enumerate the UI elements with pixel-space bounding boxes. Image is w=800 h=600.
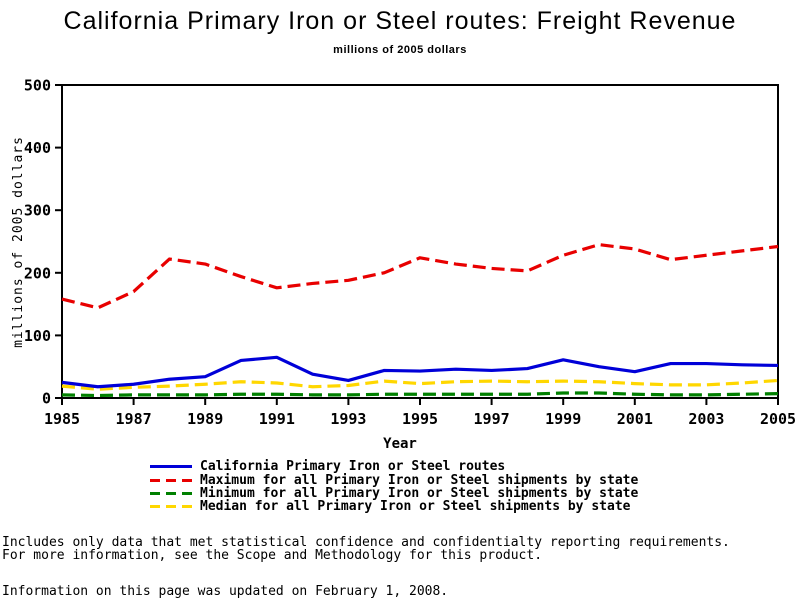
legend-label-minimum: Minimum for all Primary Iron or Steel sh… [200, 485, 639, 501]
svg-text:100: 100 [24, 327, 51, 345]
footnote-line-2: For more information, see the Scope and … [2, 548, 543, 563]
svg-text:0: 0 [42, 390, 51, 408]
x-axis-label: Year [383, 436, 417, 452]
legend-row: Minimum for all Primary Iron or Steel sh… [150, 485, 639, 501]
svg-text:1997: 1997 [474, 410, 510, 428]
y-axis-label: millions of 2005 dollars [11, 136, 26, 348]
svg-text:400: 400 [24, 139, 51, 157]
chart-title: California Primary Iron or Steel routes:… [63, 7, 737, 35]
legend-row: Maximum for all Primary Iron or Steel sh… [150, 472, 639, 488]
svg-text:200: 200 [24, 264, 51, 282]
svg-text:1989: 1989 [187, 410, 223, 428]
legend-swatch-maximum [150, 478, 192, 482]
legend-row: Median for all Primary Iron or Steel shi… [150, 499, 638, 515]
svg-text:1993: 1993 [330, 410, 366, 428]
svg-text:1987: 1987 [116, 410, 152, 428]
chart-subtitle: millions of 2005 dollars [333, 44, 467, 56]
legend-label-median: Median for all Primary Iron or Steel shi… [200, 499, 631, 515]
legend-swatch-median [150, 505, 192, 509]
svg-text:1995: 1995 [402, 410, 438, 428]
svg-text:500: 500 [24, 77, 51, 95]
svg-text:300: 300 [24, 202, 51, 220]
legend-row: California Primary Iron or Steel routes [150, 459, 638, 475]
updated-note: Information on this page was updated on … [2, 584, 449, 599]
svg-text:2001: 2001 [617, 410, 653, 428]
legend-swatch-minimum [150, 491, 192, 495]
svg-text:1999: 1999 [545, 410, 581, 428]
svg-text:1991: 1991 [259, 410, 295, 428]
footnote-line-1: Includes only data that met statistical … [2, 535, 730, 550]
legend-swatch-california [150, 465, 192, 469]
svg-text:2003: 2003 [688, 410, 724, 428]
legend: California Primary Iron or Steel routes … [150, 459, 639, 515]
svg-text:2005: 2005 [760, 410, 796, 428]
svg-text:1985: 1985 [44, 410, 80, 428]
legend-label-maximum: Maximum for all Primary Iron or Steel sh… [200, 472, 639, 488]
legend-label-california: California Primary Iron or Steel routes [200, 459, 506, 475]
